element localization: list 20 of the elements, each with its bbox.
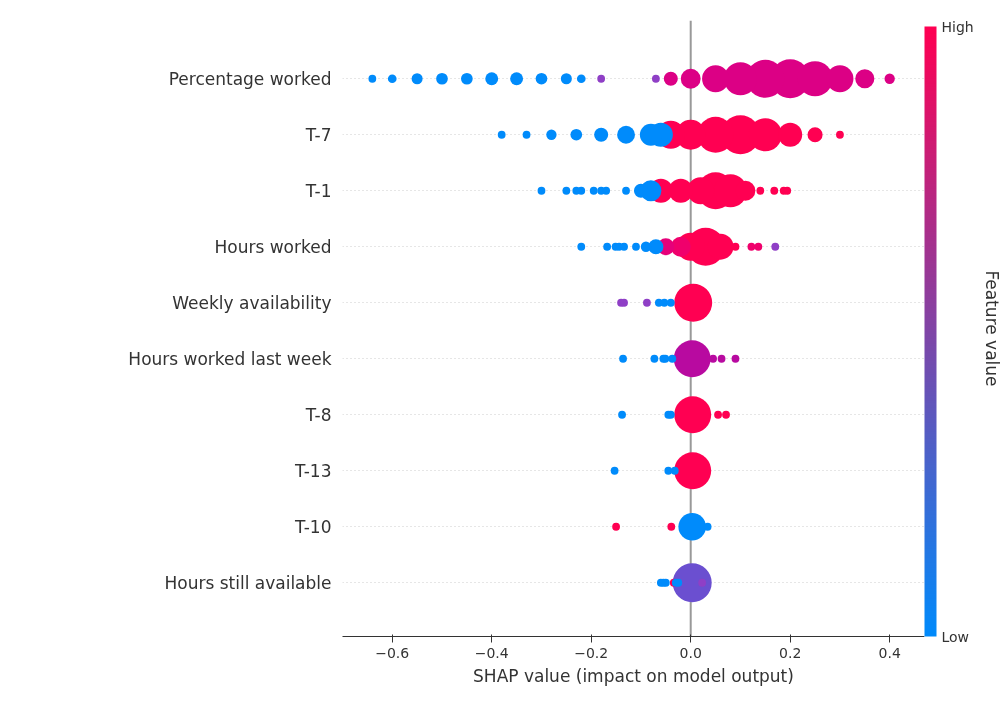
y-tick-label: T-13 (293, 460, 332, 481)
color-bar-label: High (941, 18, 974, 35)
x-tick-label: 0.4 (878, 644, 901, 661)
x-tick-label: 0.2 (779, 644, 802, 661)
y-tick-label: T-7 (304, 124, 332, 145)
y-tick-label: Hours still available (164, 572, 332, 593)
y-tick-label: Hours worked last week (128, 348, 332, 369)
y-tick-label: Weekly availability (172, 292, 332, 313)
color-bar-label: Low (941, 628, 970, 645)
y-tick-label: T-1 (304, 180, 332, 201)
x-tick-label: 0.0 (679, 644, 702, 661)
x-tick-label: −0.6 (375, 644, 410, 661)
y-tick-label: T-8 (304, 404, 332, 425)
color-bar-title: Feature value (981, 270, 1002, 387)
y-tick-label: Percentage worked (168, 68, 332, 89)
y-tick-label: Hours worked (214, 236, 332, 257)
x-tick-label: −0.4 (474, 644, 509, 661)
x-tick-label: −0.2 (574, 644, 609, 661)
x-axis-title: SHAP value (impact on model output) (473, 665, 794, 686)
y-tick-label: T-10 (293, 516, 332, 537)
